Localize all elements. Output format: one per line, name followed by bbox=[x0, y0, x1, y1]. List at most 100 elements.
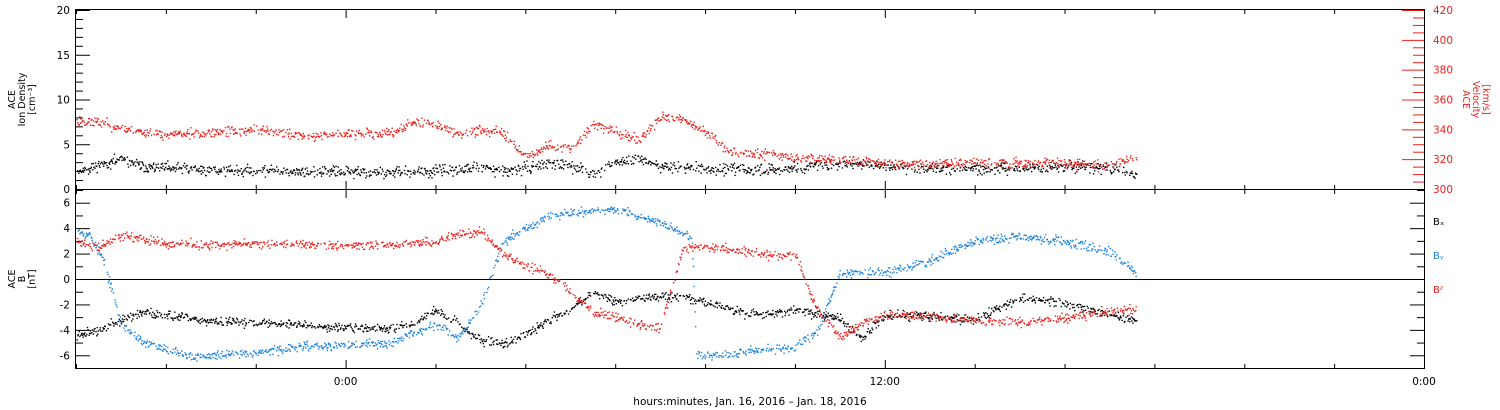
by-series-point bbox=[212, 356, 214, 359]
velocity-series-point bbox=[540, 149, 542, 151]
velocity-series-point bbox=[1064, 161, 1066, 163]
bx-series-point bbox=[863, 335, 866, 338]
bx-series-point bbox=[97, 333, 99, 335]
bx-series-point bbox=[1021, 296, 1024, 299]
by-series-point bbox=[140, 337, 142, 340]
by-series-point bbox=[302, 347, 304, 350]
bx-series-point bbox=[174, 311, 176, 313]
by-series-point bbox=[91, 237, 93, 240]
velocity-series-point bbox=[1028, 162, 1030, 164]
by-series-point bbox=[149, 343, 152, 346]
velocity-series-point bbox=[817, 159, 819, 162]
velocity-series-point bbox=[729, 149, 731, 152]
bx-series-point bbox=[323, 326, 325, 328]
density-series-point bbox=[911, 168, 913, 170]
velocity-series-point bbox=[262, 125, 264, 127]
velocity-series-point bbox=[228, 126, 230, 128]
density-series-point bbox=[218, 170, 221, 173]
bx-series-point bbox=[775, 313, 777, 315]
velocity-series-point bbox=[784, 153, 786, 155]
density-series-point bbox=[857, 165, 859, 167]
density-series-point bbox=[1105, 162, 1108, 164]
density-series-point bbox=[160, 166, 162, 169]
density-series-point bbox=[824, 164, 826, 166]
by-series-point bbox=[621, 212, 623, 214]
velocity-series-point bbox=[1015, 156, 1017, 158]
velocity-series-point bbox=[938, 164, 940, 167]
bx-series-point bbox=[149, 312, 151, 314]
density-series-point bbox=[526, 160, 528, 162]
density-series-point bbox=[92, 169, 94, 171]
velocity-series-point bbox=[551, 147, 553, 149]
velocity-series-point bbox=[459, 131, 461, 133]
density-series-point bbox=[1067, 166, 1069, 169]
bx-series-point bbox=[368, 327, 371, 329]
by-series-point bbox=[378, 342, 380, 344]
density-series-point bbox=[659, 166, 661, 168]
density-series-point bbox=[385, 175, 387, 178]
density-series-point bbox=[562, 168, 565, 170]
density-series-point bbox=[525, 167, 527, 169]
density-series-point bbox=[895, 168, 897, 171]
by-series-point bbox=[432, 326, 434, 328]
velocity-series-point bbox=[1039, 162, 1041, 165]
velocity-series-point bbox=[812, 155, 814, 157]
by-series-point bbox=[508, 238, 510, 241]
velocity-series-point bbox=[392, 134, 394, 136]
bx-series-point bbox=[851, 325, 854, 327]
density-series-point bbox=[94, 167, 96, 169]
by-series-point bbox=[210, 358, 212, 360]
density-series-point bbox=[945, 166, 947, 168]
by-series-point bbox=[278, 347, 281, 349]
bx-series-point bbox=[802, 311, 804, 314]
density-series-point bbox=[440, 169, 442, 171]
bx-series-point bbox=[342, 328, 344, 330]
velocity-series-point bbox=[1042, 165, 1044, 167]
density-series-point bbox=[624, 162, 626, 164]
density-series-point bbox=[167, 168, 170, 170]
density-series-point bbox=[196, 168, 198, 170]
bx-series-point bbox=[688, 296, 690, 299]
density-series-point bbox=[249, 171, 251, 173]
velocity-series-point bbox=[410, 122, 412, 124]
density-series-point bbox=[328, 175, 331, 177]
velocity-series-point bbox=[210, 135, 212, 137]
velocity-series-point bbox=[239, 135, 242, 137]
bx-series-point bbox=[955, 314, 957, 317]
by-series-point bbox=[172, 352, 174, 354]
density-series-point bbox=[436, 171, 438, 173]
density-series-point bbox=[678, 167, 680, 169]
density-series-point bbox=[539, 162, 542, 164]
velocity-series-point bbox=[323, 133, 325, 135]
velocity-series-point bbox=[174, 134, 176, 136]
density-series-point bbox=[113, 153, 116, 155]
bx-series-point bbox=[1083, 305, 1086, 308]
density-series-point bbox=[160, 163, 163, 165]
bx-series-point bbox=[1066, 306, 1068, 308]
by-series-point bbox=[101, 256, 103, 258]
bx-series-point bbox=[727, 306, 730, 309]
bx-series-point bbox=[740, 309, 742, 311]
density-series-point bbox=[184, 166, 186, 169]
density-series-point bbox=[1112, 171, 1115, 173]
bx-series-point bbox=[1019, 300, 1021, 302]
velocity-series-point bbox=[1012, 163, 1014, 165]
velocity-series-point bbox=[1123, 160, 1125, 162]
velocity-series-point bbox=[664, 118, 666, 121]
density-series-point bbox=[746, 170, 748, 172]
bx-series-point bbox=[138, 315, 140, 318]
density-series-point bbox=[471, 167, 474, 169]
velocity-series-point bbox=[1102, 168, 1104, 171]
by-series-point bbox=[367, 343, 369, 345]
density-series-point bbox=[743, 171, 745, 173]
velocity-series-point bbox=[453, 128, 455, 130]
density-series-point bbox=[920, 163, 922, 165]
density-series-point bbox=[1034, 167, 1037, 169]
velocity-series-point bbox=[935, 160, 937, 163]
bx-series-point bbox=[576, 302, 578, 305]
bx-series-point bbox=[1064, 305, 1066, 307]
bx-series-point bbox=[760, 313, 763, 316]
bx-series-point bbox=[146, 309, 148, 311]
bx-series-point bbox=[964, 318, 966, 321]
velocity-series-point bbox=[1026, 165, 1028, 167]
